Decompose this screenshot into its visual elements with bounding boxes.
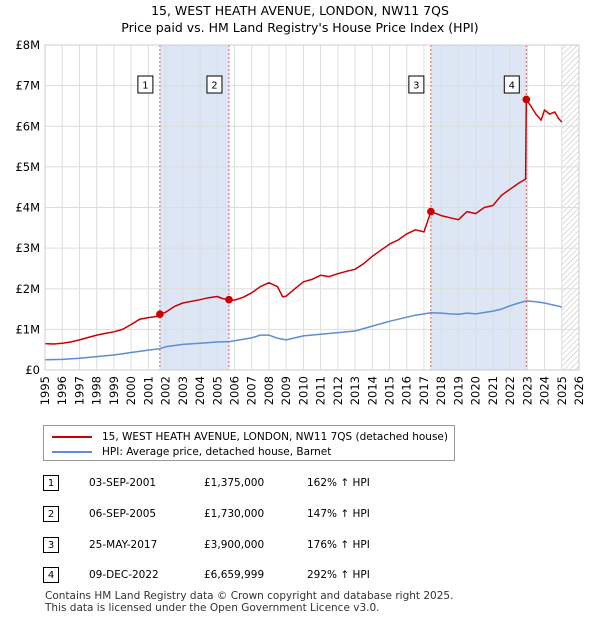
x-tick-label: 2023 xyxy=(520,376,534,405)
sale-marker-box xyxy=(206,75,223,94)
x-tick-label: 2010 xyxy=(296,376,310,405)
legend: 15, WEST HEATH AVENUE, LONDON, NW11 7QS … xyxy=(43,425,455,461)
sale-marker-label: 3 xyxy=(413,81,419,92)
chart-title: 15, WEST HEATH AVENUE, LONDON, NW11 7QS xyxy=(151,3,449,18)
sale-marker-box xyxy=(503,75,520,94)
transaction-hpi: 147% ↑ HPI xyxy=(307,508,370,520)
transaction-hpi: 176% ↑ HPI xyxy=(307,539,370,551)
sale-marker-label: 2 xyxy=(211,81,217,92)
y-tick-label: £7M xyxy=(15,79,40,93)
price-chart: £0 £1M £2M £3M £4M £5M £6M £7M £8M 1995 1996 1997 19… xyxy=(15,38,586,405)
plot-frame xyxy=(44,44,580,371)
property-price-line xyxy=(44,98,563,345)
x-tick-label: 2021 xyxy=(486,376,500,405)
x-tick-label: 2015 xyxy=(383,376,397,405)
x-tick-label: 2025 xyxy=(555,376,569,405)
x-tick-label: 2011 xyxy=(314,376,328,405)
footer-copyright: Contains HM Land Registry data © Crown c… xyxy=(45,590,454,602)
y-tick-label: £6M xyxy=(15,119,40,133)
x-tick-label: 1997 xyxy=(72,376,86,405)
transaction-row: 2 06-SEP-2005 £1,730,000 147% ↑ HPI xyxy=(43,506,583,526)
x-tick-label: 2014 xyxy=(365,376,379,405)
x-tick-label: 1998 xyxy=(90,376,104,405)
x-tick-label: 2008 xyxy=(262,376,276,405)
y-tick-label: £1M xyxy=(15,322,40,336)
sale-marker-box xyxy=(408,75,425,94)
legend-swatch-property xyxy=(52,436,92,438)
x-tick-label: 2012 xyxy=(331,376,345,405)
transaction-number: 4 xyxy=(43,567,59,583)
y-tick-label: £2M xyxy=(15,282,40,296)
hpi-line xyxy=(44,300,562,361)
chart-subtitle: Price paid vs. HM Land Registry's House … xyxy=(121,20,479,35)
x-tick-label: 2006 xyxy=(227,376,241,405)
transaction-number: 3 xyxy=(43,537,59,553)
sale-point xyxy=(427,207,435,216)
transaction-date: 09-DEC-2022 xyxy=(89,569,159,581)
y-tick-label: £5M xyxy=(15,160,40,174)
footer-licence: This data is licensed under the Open Gov… xyxy=(45,602,380,614)
x-tick-label: 2000 xyxy=(124,376,138,405)
x-tick-label: 2026 xyxy=(572,376,586,405)
x-tick-label: 2016 xyxy=(400,376,414,405)
x-tick-label: 2002 xyxy=(159,376,173,405)
x-tick-label: 2019 xyxy=(451,376,465,405)
transaction-date: 03-SEP-2001 xyxy=(89,477,157,489)
y-tick-label: £0 xyxy=(25,363,40,377)
sale-point xyxy=(156,310,164,318)
legend-label-hpi: HPI: Average price, detached house, Barn… xyxy=(102,446,332,458)
transaction-price: £6,659,999 xyxy=(204,569,265,581)
transaction-hpi: 292% ↑ HPI xyxy=(307,569,370,581)
transaction-row: 4 09-DEC-2022 £6,659,999 292% ↑ HPI xyxy=(43,567,583,587)
x-tick-label: 2001 xyxy=(141,376,155,405)
x-tick-label: 2013 xyxy=(348,376,362,405)
x-tick-label: 2018 xyxy=(434,376,448,405)
transaction-price: £3,900,000 xyxy=(204,539,265,551)
legend-label-property: 15, WEST HEATH AVENUE, LONDON, NW11 7QS … xyxy=(102,431,448,443)
x-tick-label: 1999 xyxy=(107,376,121,405)
sale-marker-label: 1 xyxy=(142,81,148,92)
transaction-row: 1 03-SEP-2001 £1,375,000 162% ↑ HPI xyxy=(43,475,583,495)
sale-marker-box xyxy=(137,75,154,94)
sale-point xyxy=(225,295,233,304)
transaction-price: £1,375,000 xyxy=(204,477,265,489)
legend-item-property: 15, WEST HEATH AVENUE, LONDON, NW11 7QS … xyxy=(52,430,448,444)
transaction-number: 2 xyxy=(43,506,59,522)
transaction-price: £1,730,000 xyxy=(204,508,265,520)
x-tick-label: 2003 xyxy=(176,376,190,405)
legend-item-hpi: HPI: Average price, detached house, Barn… xyxy=(52,445,331,459)
x-tick-label: 2017 xyxy=(417,376,431,405)
x-tick-label: 2007 xyxy=(245,376,259,405)
x-tick-label: 2004 xyxy=(193,376,207,405)
x-tick-label: 1995 xyxy=(38,376,52,405)
y-tick-label: £8M xyxy=(15,38,40,52)
x-tick-label: 1996 xyxy=(55,376,69,405)
legend-swatch-hpi xyxy=(52,451,92,453)
x-tick-label: 2022 xyxy=(503,376,517,405)
x-tick-label: 2005 xyxy=(210,376,224,405)
transaction-row: 3 25-MAY-2017 £3,900,000 176% ↑ HPI xyxy=(43,537,583,557)
transaction-date: 25-MAY-2017 xyxy=(89,539,158,551)
y-tick-label: £3M xyxy=(15,241,40,255)
x-tick-label: 2020 xyxy=(469,376,483,405)
sale-point xyxy=(522,95,531,104)
x-tick-label: 2024 xyxy=(538,376,552,405)
transaction-number: 1 xyxy=(43,475,59,491)
y-tick-label: £4M xyxy=(15,201,40,215)
x-tick-label: 2009 xyxy=(279,376,293,405)
transaction-hpi: 162% ↑ HPI xyxy=(307,477,370,489)
transaction-date: 06-SEP-2005 xyxy=(89,508,157,520)
sale-marker-label: 4 xyxy=(509,81,515,92)
